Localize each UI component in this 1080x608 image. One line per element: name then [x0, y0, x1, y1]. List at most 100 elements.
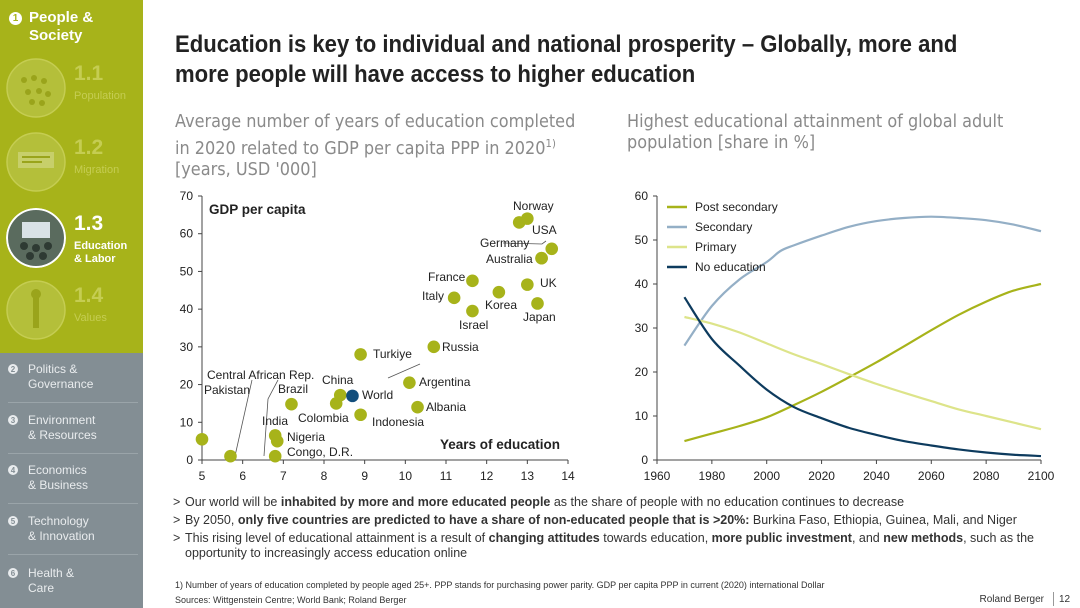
chapter-number-badge: 2 — [8, 364, 18, 374]
y-tick-label: 10 — [180, 415, 194, 429]
y-tick-label: 30 — [635, 321, 649, 335]
brand-name: Roland Berger — [979, 594, 1044, 605]
section-heading[interactable]: 1 People & Society — [9, 9, 93, 45]
data-point — [268, 449, 282, 463]
point-label: Argentina — [419, 375, 471, 389]
point-label: Germany — [480, 236, 529, 250]
chapter-label-line2: Governance — [28, 377, 94, 391]
point-label: Congo, D.R. — [287, 445, 353, 459]
point-label: World — [362, 388, 393, 402]
point-label: Central African Rep. — [207, 368, 314, 382]
data-point — [447, 291, 461, 305]
chapter-number-badge: 4 — [8, 465, 18, 475]
sources: Sources: Wittgenstein Centre; World Bank… — [175, 595, 407, 605]
sidebar-chapters: 2 Politics & Governance 3 Environment & Re… — [0, 353, 143, 608]
x-tick-label: 13 — [521, 469, 535, 483]
sidebar-item-label: Population — [74, 90, 126, 102]
chapter-economics-business[interactable]: 4 Economics & Business — [8, 463, 138, 493]
divider — [8, 554, 138, 555]
left-subtitle-line1: Average number of years of education com… — [175, 112, 576, 132]
data-point — [195, 432, 209, 446]
legend-label: Post secondary — [695, 200, 778, 214]
values-thumbnail-icon — [6, 280, 66, 340]
left-subtitle-footnote-marker: 1) — [545, 137, 556, 150]
x-tick-label: 10 — [399, 469, 413, 483]
sidebar-item-migration[interactable]: 1.2 Migration — [6, 132, 143, 192]
bullet-list: > Our world will be inhabited by more an… — [173, 495, 1053, 564]
chapter-label-line1: Environment — [28, 413, 96, 427]
divider — [8, 453, 138, 454]
point-label: Nigeria — [287, 430, 325, 444]
sidebar-item-population[interactable]: 1.1 Population — [6, 58, 143, 118]
data-point — [411, 400, 424, 414]
point-label: France — [428, 270, 466, 284]
data-point — [466, 304, 479, 318]
y-tick-label: 60 — [180, 227, 194, 241]
chapter-technology-innovation[interactable]: 5 Technology & Innovation — [8, 514, 138, 544]
chapter-label-line1: Economics — [28, 463, 87, 477]
migration-thumbnail-icon — [6, 132, 66, 192]
bullet-item: > This rising level of educational attai… — [173, 531, 1034, 560]
point-label: Korea — [485, 298, 517, 312]
chapter-label-line2: & Business — [28, 478, 89, 492]
divider — [8, 402, 138, 403]
y-tick-label: 50 — [180, 264, 194, 278]
data-point — [270, 434, 284, 448]
legend-label: Primary — [695, 240, 736, 254]
point-label: USA — [532, 223, 557, 237]
sidebar: 1 People & Society 1.1 Population 1.2 Mi… — [0, 0, 143, 608]
point-label: Norway — [513, 199, 554, 213]
y-tick-label: 20 — [635, 365, 649, 379]
point-label: Turkiye — [373, 347, 412, 361]
y-tick-label: 40 — [635, 277, 649, 291]
sidebar-item-label-line1: Education — [74, 240, 128, 252]
x-tick-label: 12 — [480, 469, 494, 483]
chapter-politics-governance[interactable]: 2 Politics & Governance — [8, 362, 138, 392]
sidebar-item-number: 1.3 — [74, 212, 104, 235]
section-number-badge: 1 — [9, 12, 22, 25]
sidebar-item-values[interactable]: 1.4 Values — [6, 280, 143, 340]
divider — [8, 503, 138, 504]
page-title: Education is key to individual and natio… — [175, 30, 985, 90]
divider — [1053, 592, 1054, 606]
y-tick-label: 70 — [180, 189, 194, 203]
data-point — [521, 212, 534, 225]
chapter-label-line1: Technology — [28, 514, 89, 528]
chapter-environment-resources[interactable]: 3 Environment & Resources — [8, 413, 138, 443]
point-label: India — [262, 414, 288, 428]
x-tick-label: 11 — [440, 469, 453, 483]
population-thumbnail-icon — [6, 58, 66, 118]
legend-label: No education — [695, 260, 766, 274]
point-label: Colombia — [298, 411, 349, 425]
legend-label: Secondary — [695, 220, 752, 234]
point-label: Israel — [459, 318, 488, 332]
data-point — [466, 274, 479, 288]
point-label: Pakistan — [204, 383, 250, 397]
sidebar-item-label-line2: & Labor — [74, 253, 116, 265]
x-tick-label: 2000 — [753, 469, 780, 483]
x-tick-label: 7 — [280, 469, 287, 483]
data-point — [531, 297, 544, 310]
chapter-label-line2: Care — [28, 581, 55, 595]
x-tick-label: 8 — [321, 469, 328, 483]
chapter-label-line2: & Resources — [28, 428, 97, 442]
x-tick-label: 2020 — [808, 469, 835, 483]
point-label: Brazil — [278, 382, 308, 396]
sidebar-item-number: 1.2 — [74, 136, 104, 159]
series-line-post-secondary — [684, 282, 1042, 443]
sidebar-item-number: 1.4 — [74, 284, 104, 307]
right-subtitle-line1: Highest educational attainment of global… — [627, 112, 1004, 132]
sidebar-active-section: 1 People & Society 1.1 Population 1.2 Mi… — [0, 0, 143, 353]
chapter-number-badge: 3 — [8, 415, 18, 425]
y-tick-label: 0 — [641, 453, 648, 467]
sidebar-item-label: Education & Labor — [74, 240, 127, 266]
sidebar-item-education-labor[interactable]: 1.3 Education & Labor — [6, 208, 143, 268]
leader-line — [387, 363, 421, 379]
data-point — [285, 397, 298, 411]
x-tick-label: 5 — [199, 469, 206, 483]
data-point — [403, 376, 416, 389]
right-subtitle-line2: population [share in %] — [627, 133, 816, 153]
leader-line — [234, 379, 253, 457]
chapter-label-line1: Politics & — [28, 362, 78, 376]
chapter-health-care[interactable]: 6 Health & Care — [8, 566, 138, 596]
